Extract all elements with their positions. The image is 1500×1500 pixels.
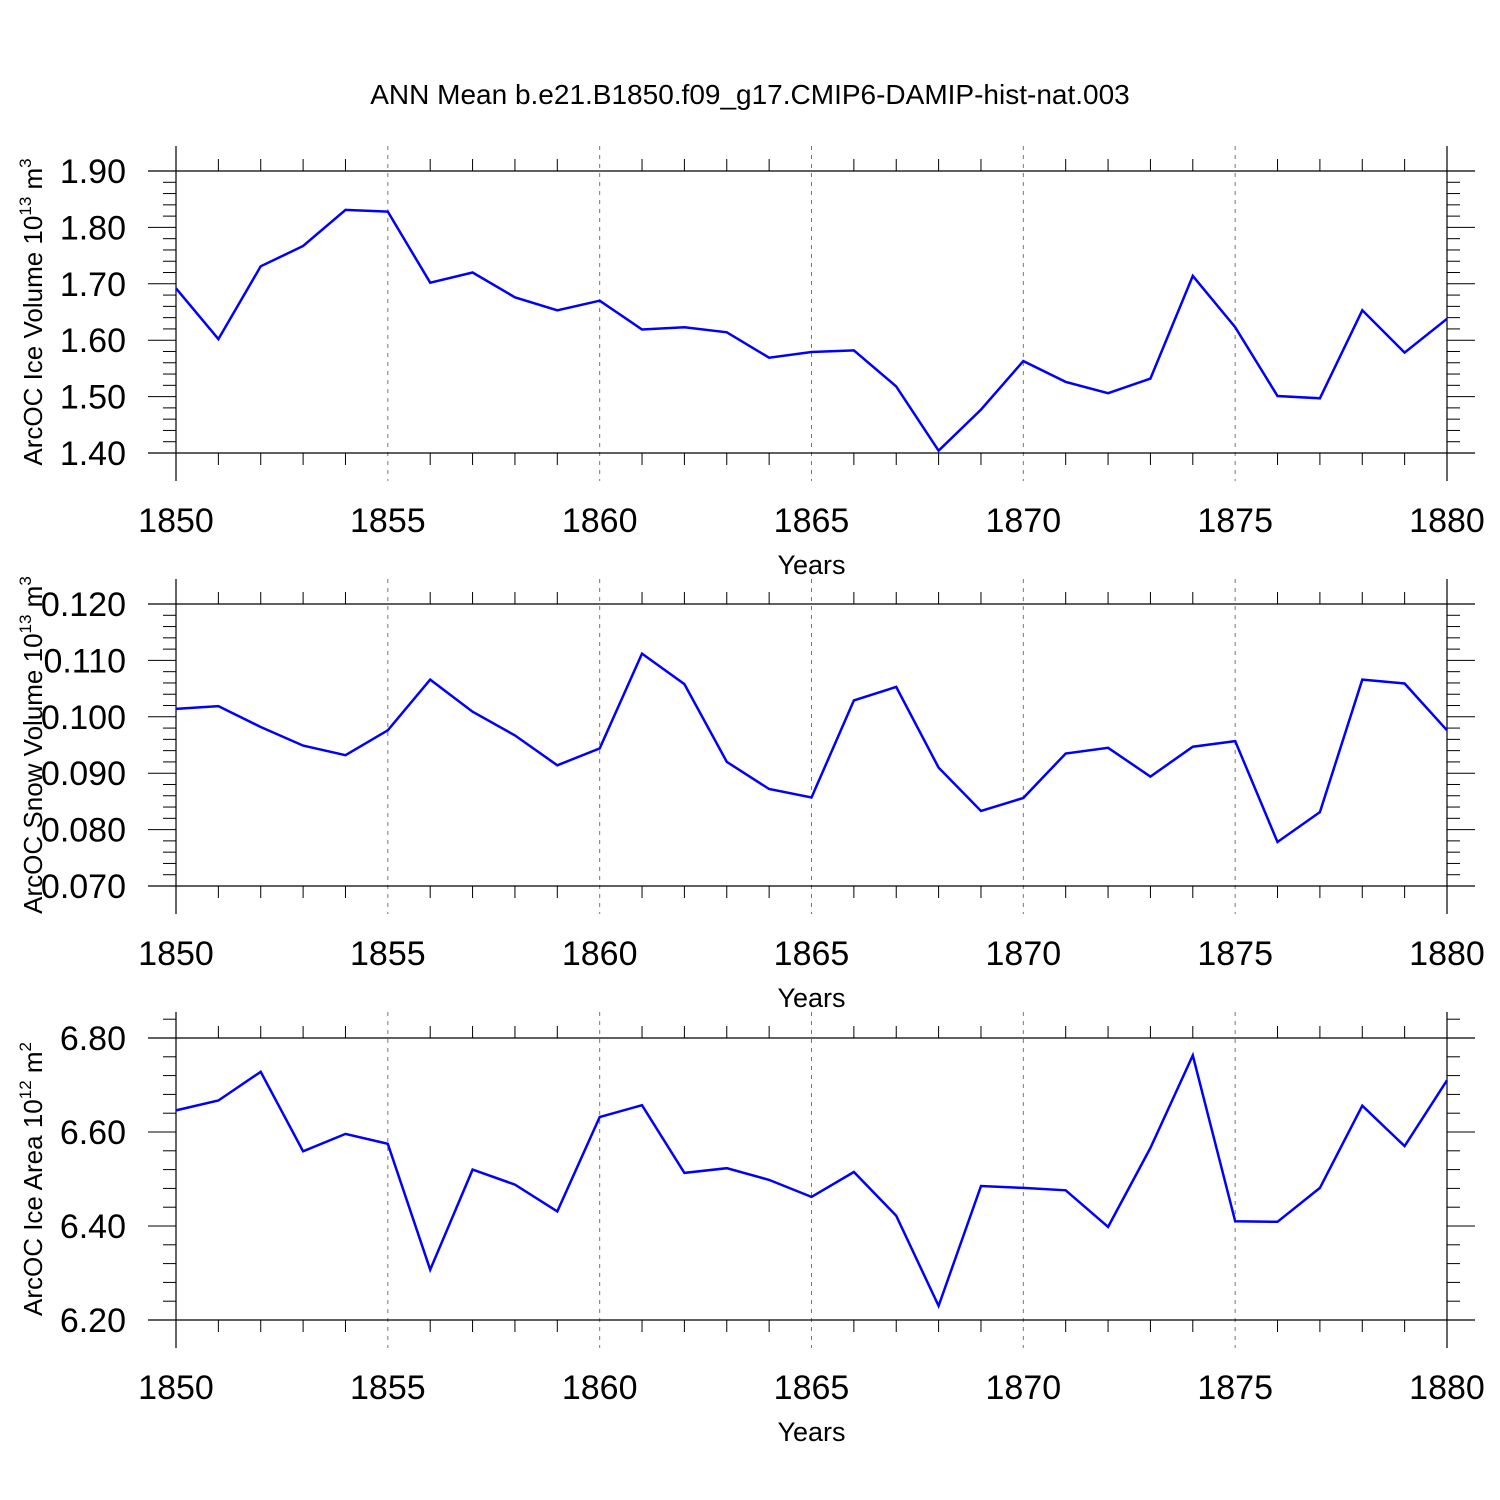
x-tick-label: 1870 bbox=[986, 502, 1062, 540]
y-tick-label: 1.50 bbox=[60, 379, 126, 417]
x-tick-label: 1880 bbox=[1409, 502, 1485, 540]
x-axis-title: Years bbox=[777, 1417, 845, 1447]
y-axis-title: ArcOC Snow Volume 1013 m3 bbox=[16, 576, 48, 914]
x-tick-label: 1865 bbox=[774, 1369, 850, 1407]
y-tick-label: 0.080 bbox=[41, 812, 126, 850]
y-tick-label: 0.100 bbox=[41, 699, 126, 737]
y-tick-label: 6.60 bbox=[60, 1114, 126, 1152]
x-tick-label: 1880 bbox=[1409, 1369, 1485, 1407]
x-tick-label: 1880 bbox=[1409, 935, 1485, 973]
panel-1: 1.40 1.50 1.60 1.70 1.80 1.90 1850 1855 1860 1865… bbox=[16, 146, 1485, 580]
x-tick-label: 1875 bbox=[1197, 935, 1273, 973]
panel-2: 0.070 0.080 0.090 0.100 0.110 0.120 1850 1855 18… bbox=[16, 576, 1485, 1013]
x-tick-label: 1870 bbox=[986, 935, 1062, 973]
panels: 1.40 1.50 1.60 1.70 1.80 1.90 1850 1855 1860 1865… bbox=[16, 146, 1485, 1447]
x-axis-title: Years bbox=[777, 983, 845, 1013]
x-tick-label: 1860 bbox=[562, 1369, 638, 1407]
x-tick-label: 1870 bbox=[986, 1369, 1062, 1407]
x-tick-label: 1875 bbox=[1197, 502, 1273, 540]
x-tick-label: 1855 bbox=[350, 935, 426, 973]
y-tick-label: 1.80 bbox=[60, 209, 126, 247]
x-tick-label: 1855 bbox=[350, 1369, 426, 1407]
x-tick-label: 1855 bbox=[350, 502, 426, 540]
y-tick-label: 6.40 bbox=[60, 1208, 126, 1246]
chart-title: ANN Mean b.e21.B1850.f09_g17.CMIP6-DAMIP… bbox=[370, 79, 1130, 110]
x-tick-label: 1875 bbox=[1197, 1369, 1273, 1407]
x-tick-label: 1850 bbox=[138, 1369, 214, 1407]
series-line bbox=[175, 651, 1448, 844]
series-line bbox=[175, 1051, 1449, 1310]
x-tick-label: 1865 bbox=[774, 935, 850, 973]
y-axis-title: ArcOC Ice Volume 1013 m3 bbox=[16, 158, 48, 465]
y-tick-label: 6.20 bbox=[60, 1302, 126, 1340]
y-tick-label: 0.110 bbox=[43, 642, 126, 680]
y-tick-label: 0.070 bbox=[41, 868, 126, 906]
x-tick-label: 1865 bbox=[774, 502, 850, 540]
x-tick-label: 1860 bbox=[562, 935, 638, 973]
y-tick-label: 0.120 bbox=[41, 586, 126, 624]
y-tick-label: 6.80 bbox=[60, 1020, 126, 1058]
x-tick-label: 1850 bbox=[138, 935, 214, 973]
panel-3: 6.20 6.40 6.60 6.80 1850 1855 1860 1865 1870 1875… bbox=[16, 1012, 1485, 1447]
y-axis-title: ArcOC Ice Area 1012 m2 bbox=[16, 1042, 48, 1316]
x-tick-label: 1850 bbox=[138, 502, 214, 540]
y-tick-label: 1.60 bbox=[60, 322, 126, 360]
x-tick-label: 1860 bbox=[562, 502, 638, 540]
y-tick-label: 1.90 bbox=[60, 153, 126, 191]
y-tick-label: 0.090 bbox=[41, 755, 126, 793]
y-tick-label: 1.40 bbox=[60, 435, 126, 473]
x-axis-title: Years bbox=[777, 550, 845, 580]
series-line bbox=[175, 208, 1448, 453]
y-tick-label: 1.70 bbox=[60, 266, 126, 304]
